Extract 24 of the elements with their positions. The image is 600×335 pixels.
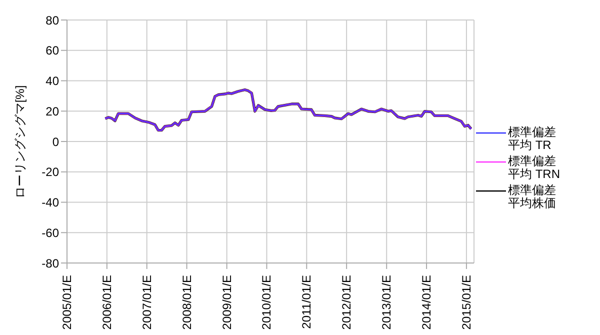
y-tick-label: -60	[42, 226, 60, 240]
x-tick-label: 2013/01/E	[380, 275, 394, 330]
x-tick-label: 2008/01/E	[180, 275, 194, 330]
y-tick-label: 20	[46, 104, 60, 118]
legend-label: 標準偏差平均株価	[508, 182, 556, 210]
x-tick-label: 2015/01/E	[459, 275, 474, 330]
y-tick-label: 80	[46, 13, 60, 28]
x-tick-label: 2009/01/E	[220, 275, 234, 330]
y-tick-label: -20	[42, 165, 60, 180]
y-axis-title: ローリングシグマ[%]	[8, 8, 32, 268]
y-tick-label: -40	[42, 196, 60, 210]
y-tick-label: 60	[46, 44, 60, 58]
x-tick-label: 2014/01/E	[420, 275, 434, 330]
x-tick-label: 2010/01/E	[260, 275, 274, 330]
legend-label: 標準偏差平均 TRN	[508, 154, 560, 180]
y-tick-label: 0	[52, 134, 60, 149]
y-tick-label: 40	[46, 74, 60, 88]
x-tick-label: 2006/01/E	[100, 275, 114, 330]
x-tick-label: 2005/01/E	[60, 275, 74, 330]
x-tick-label: 2007/01/E	[140, 275, 154, 330]
x-tick-label: 2011/01/E	[300, 275, 314, 329]
legend-label: 標準偏差平均 TR	[508, 124, 556, 152]
y-tick-label: -80	[42, 256, 60, 270]
x-tick-label: 2012/01/E	[340, 275, 354, 330]
